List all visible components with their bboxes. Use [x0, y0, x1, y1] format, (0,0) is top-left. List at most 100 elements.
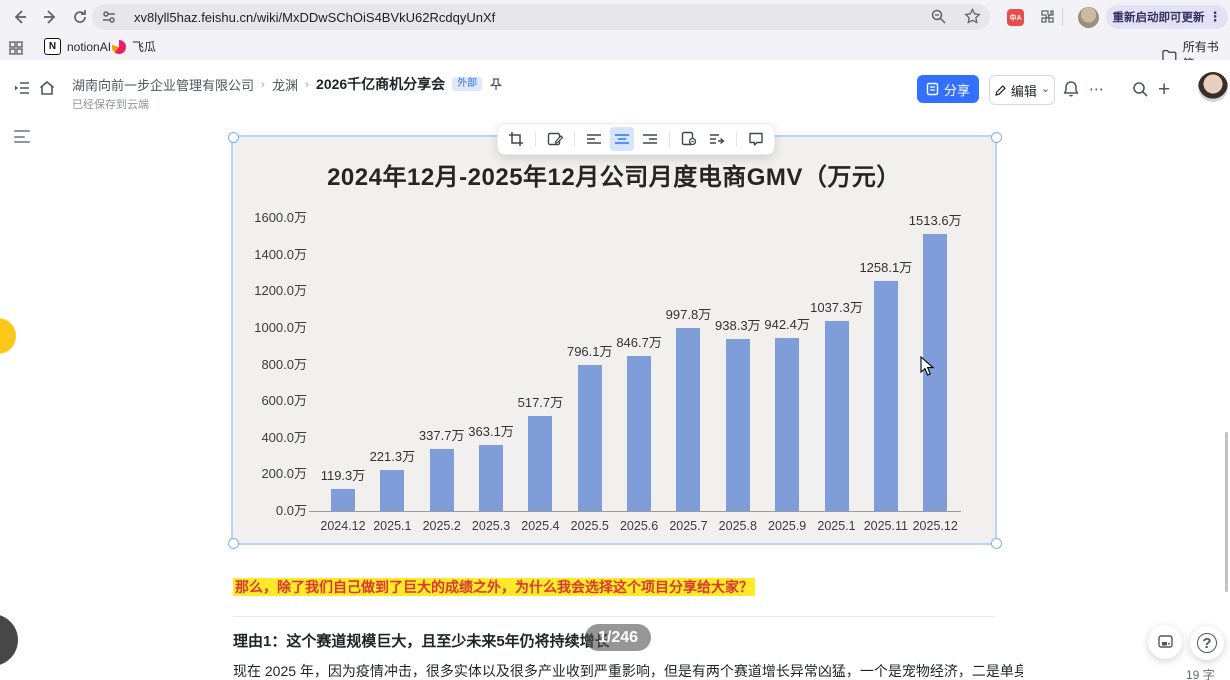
browser-profile-avatar[interactable]	[1078, 7, 1099, 28]
widget-icon	[1157, 634, 1173, 648]
chevron-down-icon: ⌄	[1040, 82, 1051, 95]
chart-x-tick: 2024.12	[320, 519, 366, 533]
bookmark-label: 飞瓜	[132, 40, 157, 54]
chart-bar	[873, 281, 898, 511]
update-browser-button[interactable]: 重新启动即可更新 ⋮	[1106, 5, 1228, 29]
app-header: 湖南向前一步企业管理有限公司 › 龙渊 › 2026千亿商机分享会 外部 已经保…	[0, 60, 1230, 162]
move-to-icon[interactable]	[705, 127, 729, 151]
share-button[interactable]: 分享	[917, 75, 979, 103]
breadcrumb-separator: ›	[305, 77, 310, 91]
selected-image-block[interactable]: 2024年12月-2025年12月公司月度电商GMV（万元） 0.0万 200.0…	[231, 135, 997, 545]
create-plus-icon[interactable]: +	[1158, 78, 1171, 101]
chart-bar	[676, 328, 701, 511]
chart-bar	[429, 449, 454, 511]
refresh-icon[interactable]	[70, 7, 90, 27]
page-scrollbar[interactable]	[1225, 432, 1228, 592]
chart-bar-label: 796.1万	[566, 344, 613, 359]
chart-bar-label: 363.1万	[468, 424, 514, 439]
bookmark-feigua[interactable]: 飞瓜	[112, 38, 156, 55]
share-label: 分享	[943, 82, 970, 98]
forward-icon[interactable]	[40, 7, 60, 27]
chart-x-tick: 2025.1	[373, 519, 412, 533]
chart-bar	[725, 339, 750, 511]
bookmark-notionai[interactable]: N notionAI	[44, 38, 111, 55]
chart-bar-label: 942.4万	[764, 317, 810, 332]
chart-y-tick: 0.0万	[275, 503, 307, 518]
comment-icon[interactable]	[744, 127, 768, 151]
selection-handle-bl[interactable]	[228, 538, 239, 549]
widget-button[interactable]	[1148, 625, 1182, 659]
doc-outline-icon[interactable]	[14, 130, 30, 143]
breadcrumb-separator: ›	[261, 77, 266, 91]
pencil-icon	[995, 84, 1006, 96]
browser-toolbar: xv8lyll5haz.feishu.cn/wiki/MxDDwSChOiS4B…	[0, 0, 1230, 34]
left-edge-dark-widget[interactable]	[0, 614, 18, 666]
chart-bar	[577, 365, 602, 511]
chart-title: 2024年12月-2025年12月公司月度电商GMV（万元）	[327, 164, 901, 191]
chart-bar-label: 1513.6万	[908, 213, 962, 228]
sidebar-toggle-icon[interactable]	[13, 79, 33, 99]
breadcrumb-space[interactable]: 龙渊	[272, 77, 299, 93]
align-left-icon[interactable]	[582, 127, 606, 151]
browser-menu-icon[interactable]: ⋮	[1208, 9, 1222, 24]
save-status: 已经保存到云端	[72, 99, 149, 111]
chart-bar-label: 221.3万	[369, 449, 416, 464]
pin-icon[interactable]	[489, 77, 503, 91]
back-icon[interactable]	[10, 7, 30, 27]
word-count: 19 字	[1186, 668, 1215, 680]
chart-x-axis	[309, 511, 961, 512]
toolbar-separator	[574, 131, 575, 147]
chart-x-tick: 2025.8	[718, 519, 757, 533]
user-avatar[interactable]	[1198, 72, 1228, 102]
copy-link-icon[interactable]	[677, 127, 701, 151]
header-more-icon[interactable]: ⋯	[1089, 81, 1105, 98]
translate-extension-icon[interactable]: 中A	[1007, 9, 1024, 26]
chart-y-tick: 200.0万	[261, 466, 307, 482]
chart-bar	[775, 338, 800, 511]
breadcrumb-company[interactable]: 湖南向前一步企业管理有限公司	[72, 77, 255, 93]
left-edge-yellow-widget[interactable]	[0, 318, 16, 354]
chart-x-tick: 2025.3	[471, 519, 511, 533]
body-paragraph[interactable]: 现在 2025 年，因为疫情冲击，很多实体以及很多产业收到严重影响，但是有两个赛…	[233, 663, 1023, 679]
page-title[interactable]: 2026千亿商机分享会	[316, 76, 446, 92]
chart-y-tick: 800.0万	[261, 356, 307, 372]
url-text[interactable]: xv8lyll5haz.feishu.cn/wiki/MxDDwSChOiS4B…	[134, 9, 496, 25]
bookmark-star-icon[interactable]	[964, 8, 982, 26]
chart-y-tick: 1400.0万	[254, 246, 307, 262]
toolbar-separator	[669, 131, 670, 147]
home-icon[interactable]	[38, 79, 58, 99]
selection-handle-br[interactable]	[991, 538, 1002, 549]
chart-y-tick: 1600.0万	[254, 210, 307, 225]
crop-icon[interactable]	[504, 127, 528, 151]
chart-bar-label: 1258.1万	[859, 260, 913, 275]
site-settings-icon[interactable]	[100, 8, 118, 26]
selection-handle-tr[interactable]	[991, 132, 1002, 143]
chart-bar	[331, 489, 355, 511]
annotate-icon[interactable]	[543, 127, 567, 151]
section-heading[interactable]: 理由1：这个赛道规模巨大，且至少未来5年仍将持续增长	[233, 633, 610, 650]
extensions-puzzle-icon[interactable]	[1036, 7, 1056, 27]
chart-bar-label: 1037.3万	[810, 300, 863, 315]
toolbar-separator	[736, 131, 737, 147]
chart-x-tick: 2025.9	[768, 519, 807, 533]
page-indicator-badge: 1/246	[585, 624, 652, 651]
chart-bar-label: 337.7万	[418, 428, 465, 443]
address-bar[interactable]: xv8lyll5haz.feishu.cn/wiki/MxDDwSChOiS4B…	[92, 4, 990, 30]
help-button[interactable]: ?	[1190, 626, 1224, 660]
share-doc-icon	[926, 82, 939, 96]
mouse-cursor	[920, 356, 935, 377]
zoom-icon[interactable]	[930, 8, 948, 26]
notifications-bell-icon[interactable]	[1062, 80, 1082, 100]
document-area: 2024年12月-2025年12月公司月度电商GMV（万元） 0.0万 200.0…	[0, 118, 1230, 680]
search-icon[interactable]	[1131, 80, 1151, 100]
chart-x-tick: 2025.6	[619, 519, 659, 533]
apps-grid-icon[interactable]	[6, 38, 26, 58]
highlighted-text[interactable]: 那么，除了我们自己做到了巨大的成绩之外，为什么我会选择这个项目分享给大家？	[233, 577, 755, 597]
align-center-icon[interactable]	[610, 127, 634, 151]
edit-button[interactable]: 编辑 ⌄	[989, 75, 1055, 105]
selection-handle-tl[interactable]	[228, 132, 239, 143]
align-right-icon[interactable]	[638, 127, 662, 151]
highlight-span: 那么，除了我们自己做到了巨大的成绩之外，为什么我会选择这个项目分享给大家？	[233, 578, 755, 596]
browser-chrome: xv8lyll5haz.feishu.cn/wiki/MxDDwSChOiS4B…	[0, 0, 1230, 89]
